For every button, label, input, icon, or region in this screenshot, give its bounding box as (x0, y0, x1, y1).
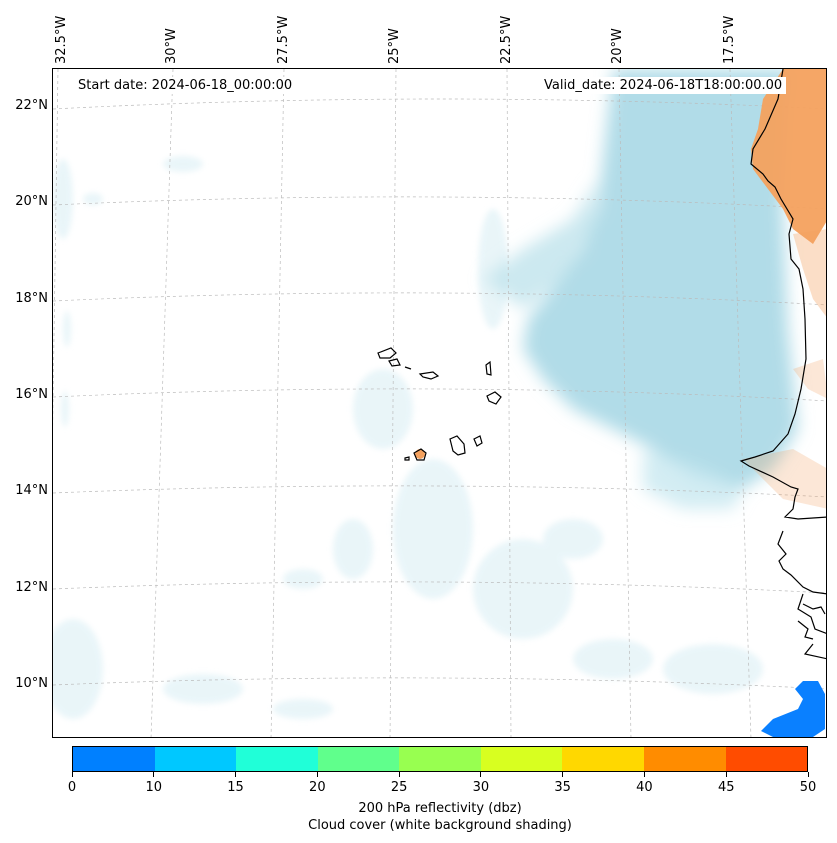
lat-label-10n: 10°N (15, 676, 48, 691)
colorbar-segment-5 (480, 747, 563, 771)
colorbar-tick-label: 50 (799, 780, 817, 795)
islands (377, 347, 826, 615)
colorbar-segment-7 (643, 747, 726, 771)
colorbar-tick-mark (316, 772, 318, 777)
lon-label-30w: 30°W (164, 28, 179, 64)
coastline (739, 69, 826, 660)
map-canvas (53, 69, 826, 737)
lat-label-18n: 18°N (15, 291, 48, 306)
colorbar-tick-mark (71, 772, 73, 777)
colorbar-segment-4 (399, 747, 481, 771)
colorbar-tick-mark (562, 772, 564, 777)
colorbar-segment-8 (725, 747, 808, 771)
lat-label-16n: 16°N (15, 387, 48, 402)
colorbar (72, 746, 808, 772)
lon-label-17-5w: 17.5°W (722, 15, 737, 64)
lon-label-25w: 25°W (387, 28, 402, 64)
colorbar-segment-1 (154, 747, 237, 771)
colorbar-tick-label: 40 (636, 780, 653, 795)
valid-date-label: Valid_date: 2024-06-18T18:00:00.00 (540, 77, 787, 94)
colorbar-tick-label: 10 (145, 780, 163, 795)
lat-label-14n: 14°N (15, 483, 48, 498)
colorbar-tick-mark (807, 772, 809, 777)
colorbar-tick-label: 30 (472, 780, 490, 795)
lat-label-20n: 20°N (15, 194, 48, 209)
start-date-label: Start date: 2024-06-18_00:00:00 (74, 77, 297, 94)
colorbar-tick-mark (725, 772, 727, 777)
colorbar-tick-mark (643, 772, 645, 777)
colorbar-tick-mark (153, 772, 155, 777)
lon-label-20w: 20°W (610, 28, 625, 64)
lon-label-27-5w: 27.5°W (276, 15, 291, 64)
lon-label-22-5w: 22.5°W (499, 15, 514, 64)
colorbar-tick-label: 45 (717, 780, 735, 795)
lat-label-12n: 12°N (15, 580, 48, 595)
cloud-band (483, 69, 798, 509)
colorbar-tick-label: 20 (309, 780, 326, 795)
colorbar-tick-label: 15 (227, 780, 244, 795)
lat-label-22n: 22°N (15, 98, 48, 113)
colorbar-tick-label: 25 (390, 780, 408, 795)
colorbar-tick-mark (398, 772, 400, 777)
graticule (53, 69, 826, 737)
land-reflectivity (415, 69, 826, 509)
map-panel[interactable] (52, 68, 827, 738)
colorbar-segment-6 (562, 747, 644, 771)
colorbar-title: 200 hPa reflectivity (dbz) (358, 801, 522, 816)
colorbar-segment-0 (73, 747, 155, 771)
colorbar-subtitle: Cloud cover (white background shading) (308, 818, 572, 833)
lon-label-32-5w: 32.5°W (54, 15, 69, 64)
colorbar-segment-3 (317, 747, 400, 771)
colorbar-tick-mark (235, 772, 237, 777)
faint-cloud-shading (53, 156, 763, 719)
colorbar-tick-label: 0 (67, 780, 77, 795)
precip-cell (761, 681, 825, 737)
colorbar-tick-label: 35 (554, 780, 571, 795)
colorbar-tick-mark (480, 772, 482, 777)
colorbar-segment-2 (236, 747, 318, 771)
